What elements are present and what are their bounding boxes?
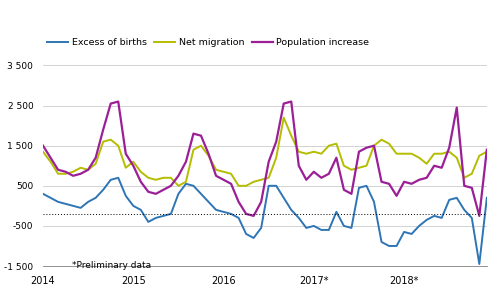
Net migration — [40, 150, 46, 153]
Text: *Preliminary data: *Preliminary data — [72, 261, 151, 270]
Net migration — [484, 150, 490, 153]
Net migration — [175, 184, 181, 188]
Line: Excess of births: Excess of births — [43, 178, 487, 264]
Excess of births — [198, 192, 204, 196]
Population increase — [191, 132, 196, 136]
Excess of births — [123, 194, 129, 198]
Excess of births — [161, 214, 166, 218]
Excess of births — [484, 196, 490, 200]
Net migration — [115, 144, 121, 147]
Excess of births — [326, 228, 332, 232]
Line: Population increase: Population increase — [43, 101, 487, 216]
Population increase — [40, 144, 46, 147]
Population increase — [333, 156, 339, 159]
Excess of births — [40, 192, 46, 196]
Net migration — [153, 178, 159, 182]
Net migration — [191, 148, 196, 152]
Legend: Excess of births, Net migration, Population increase: Excess of births, Net migration, Populat… — [43, 34, 373, 51]
Net migration — [281, 116, 287, 119]
Excess of births — [115, 176, 121, 180]
Excess of births — [476, 262, 482, 266]
Population increase — [115, 100, 121, 103]
Population increase — [251, 214, 257, 218]
Excess of births — [175, 192, 181, 196]
Population increase — [175, 174, 181, 178]
Population increase — [161, 188, 166, 192]
Net migration — [168, 176, 174, 180]
Population increase — [123, 152, 129, 156]
Line: Net migration: Net migration — [43, 117, 487, 186]
Population increase — [198, 134, 204, 137]
Excess of births — [191, 184, 196, 188]
Net migration — [333, 142, 339, 146]
Population increase — [484, 148, 490, 152]
Net migration — [198, 144, 204, 147]
